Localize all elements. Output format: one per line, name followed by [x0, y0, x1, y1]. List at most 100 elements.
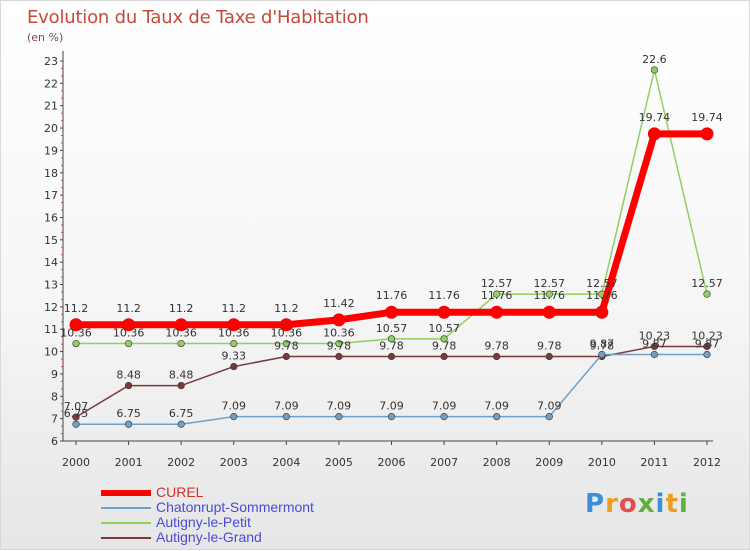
data-label: 7.09 — [484, 400, 509, 413]
series-1-point — [72, 420, 80, 428]
data-label: 10.36 — [113, 327, 145, 340]
y-tick-label: 18 — [44, 167, 58, 180]
series-layer — [69, 66, 714, 428]
y-tick-label: 9 — [51, 368, 58, 381]
data-label: 11.2 — [116, 302, 141, 315]
logo-letter: i — [678, 489, 689, 519]
data-label: 9.78 — [327, 340, 352, 353]
series-1-point — [177, 420, 185, 428]
data-label: 6.75 — [116, 407, 141, 420]
series-3-point — [124, 381, 133, 390]
data-label: 9.78 — [379, 340, 404, 353]
data-label: 19.74 — [639, 111, 671, 124]
y-tick-label: 13 — [44, 279, 58, 292]
data-label: 11.76 — [586, 289, 618, 302]
series-0-point — [595, 305, 609, 319]
legend-swatch — [101, 522, 151, 524]
x-tick-label: 2009 — [535, 456, 563, 469]
series-0-point — [385, 305, 398, 319]
series-2-point — [440, 335, 448, 343]
data-label: 7.09 — [327, 400, 352, 413]
x-tick-label: 2010 — [588, 456, 616, 469]
y-tick-label: 21 — [44, 100, 58, 113]
series-2-point — [72, 339, 80, 348]
data-label: 9.78 — [274, 340, 299, 353]
logo-letter: r — [605, 489, 619, 519]
series-1-point — [440, 413, 448, 421]
y-tick-label: 7 — [51, 413, 58, 426]
chart-title: Evolution du Taux de Taxe d'Habitation — [27, 7, 369, 28]
data-label: 12.57 — [481, 277, 513, 290]
data-label: 9.78 — [537, 340, 562, 353]
chart-subtitle: (en %) — [27, 31, 64, 44]
series-0-point — [700, 127, 714, 141]
data-label: 10.36 — [60, 327, 92, 340]
data-label: 11.76 — [534, 289, 566, 302]
series-3-point — [282, 352, 290, 361]
series-2-point — [703, 290, 711, 298]
data-label: 11.2 — [169, 302, 194, 315]
data-label: 11.76 — [481, 289, 513, 302]
series-2-point — [387, 335, 396, 343]
x-tick-label: 2006 — [378, 456, 406, 469]
y-tick-label: 23 — [44, 55, 58, 68]
data-label: 6.75 — [64, 407, 89, 420]
logo-letter: i — [655, 489, 666, 519]
data-label: 6.75 — [169, 407, 194, 420]
data-label: 9.78 — [432, 340, 457, 353]
legend-swatch — [101, 507, 151, 509]
series-2-point — [230, 339, 238, 348]
axes: 6 7 8 9 10 11 12 13 14 15 16 17 18 19 20 21 22 23 2000 2001… — [44, 51, 721, 469]
data-label: 9.87 — [642, 337, 667, 350]
data-label: 8.48 — [116, 369, 141, 382]
y-tick-label: 22 — [44, 77, 58, 90]
series-3-point — [335, 352, 343, 361]
data-label: 7.09 — [537, 400, 562, 413]
series-1-point — [124, 420, 133, 428]
legend-swatch — [101, 490, 151, 496]
series-0-point — [174, 318, 188, 332]
y-tick-label: 19 — [44, 144, 58, 157]
data-label: 7.09 — [379, 400, 404, 413]
x-tick-label: 2008 — [483, 456, 511, 469]
series-0-point — [279, 318, 293, 332]
legend-label: Chatonrupt-Sommermont — [156, 499, 314, 515]
y-tick-label: 12 — [44, 301, 58, 314]
series-0-point — [69, 318, 83, 332]
y-tick-label: 17 — [44, 189, 58, 202]
series-3-point — [387, 352, 396, 361]
series-1-point — [387, 413, 396, 421]
series-0-point — [437, 305, 451, 319]
series-2-point — [335, 339, 343, 348]
series-3-point — [650, 342, 659, 351]
series-0-point — [227, 318, 241, 332]
series-3-point — [703, 342, 711, 351]
series-2-point — [282, 339, 290, 348]
data-label-layer: 11.2 11.2 11.2 11.2 11.2 11.42 11.76 11.76 11.76… — [60, 53, 723, 420]
logo-letter: P — [585, 489, 606, 519]
data-label: 7.09 — [222, 400, 247, 413]
data-label: 22.6 — [642, 53, 667, 66]
series-1-point — [230, 413, 238, 421]
y-tick-label: 20 — [44, 122, 58, 135]
y-tick-label: 15 — [44, 234, 58, 247]
data-label: 11.2 — [64, 302, 89, 315]
x-tick-label: 2011 — [640, 456, 668, 469]
legend-swatch — [101, 537, 151, 539]
series-2-point — [124, 339, 133, 348]
data-label: 10.57 — [428, 322, 460, 335]
data-label: 10.36 — [271, 327, 303, 340]
series-2-point — [177, 339, 185, 348]
data-label: 11.2 — [274, 302, 299, 315]
data-label: 8.48 — [169, 369, 194, 382]
data-label: 9.33 — [222, 350, 247, 363]
data-label: 9.78 — [590, 340, 615, 353]
x-tick-label: 2003 — [220, 456, 248, 469]
logo-letter: x — [637, 489, 656, 519]
data-label: 10.36 — [218, 327, 250, 340]
data-label: 11.2 — [222, 302, 247, 315]
series-3-point — [230, 362, 238, 371]
data-label: 10.57 — [376, 322, 408, 335]
series-1-point — [545, 413, 553, 421]
